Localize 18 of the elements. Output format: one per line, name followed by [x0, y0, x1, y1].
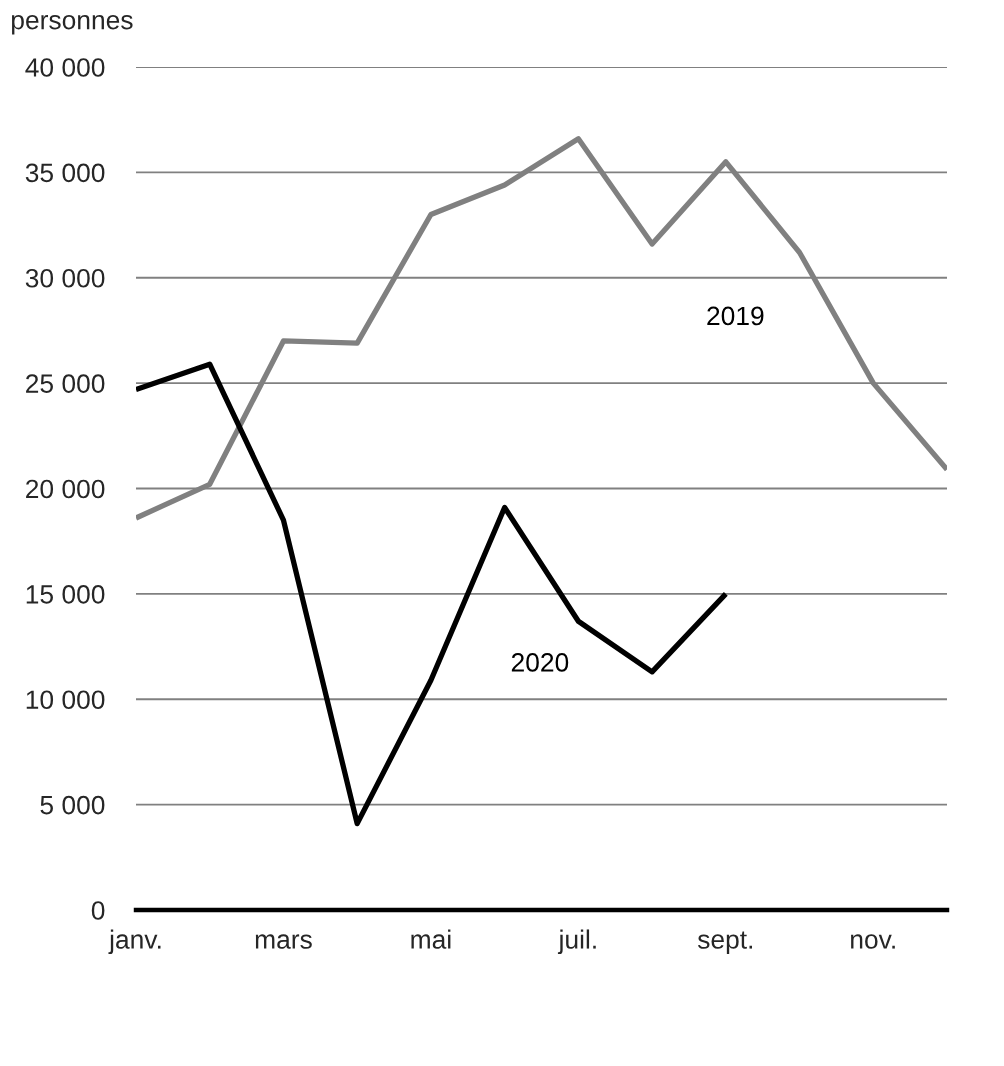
x-tick-label: nov. [851, 934, 895, 949]
y-tick-label: 20 000 [26, 479, 105, 499]
y-tick-label: 10 000 [26, 690, 105, 710]
x-tick-label: mai [411, 929, 451, 949]
y-tick-label: 25 000 [26, 374, 105, 393]
y-tick-label: 5 000 [40, 795, 105, 815]
text: 2019 [707, 306, 764, 326]
y-axis-title: personnes [12, 14, 133, 35]
x-tick-label: mars [255, 934, 312, 949]
x-tick-label: janv. [108, 929, 161, 955]
y-tick-label: 30 000 [25, 268, 105, 288]
y-tick-label: 0 [91, 901, 105, 920]
x-tick-label: sept. [697, 931, 753, 955]
x-tick-label: juil. [557, 929, 596, 955]
y-tick-label: 40 000 [25, 58, 105, 77]
y-tick-label: 15 000 [26, 585, 105, 604]
series-label: 2020 [511, 653, 569, 672]
y-tick-label: 35 000 [25, 163, 105, 183]
